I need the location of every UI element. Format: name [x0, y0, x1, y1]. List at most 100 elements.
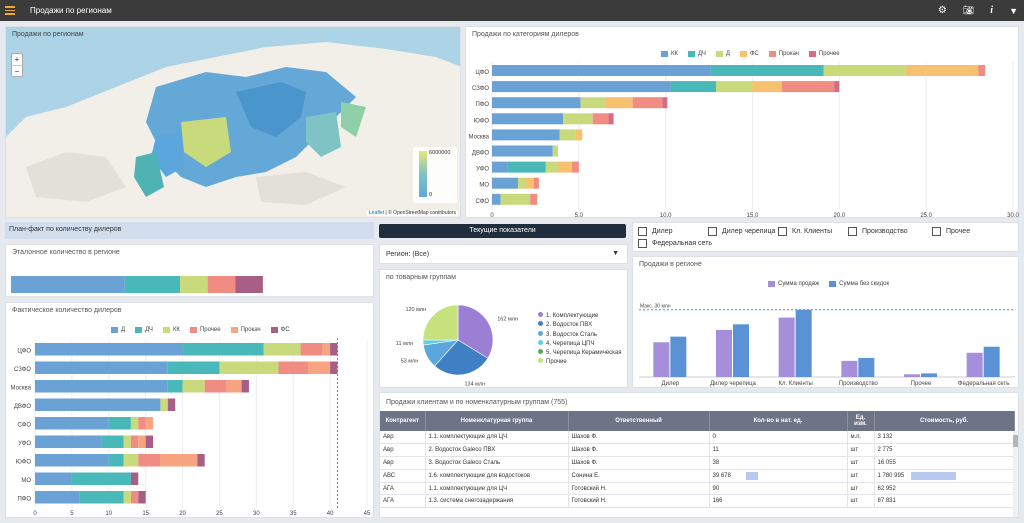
bar-segment[interactable]: [35, 398, 161, 412]
bar-segment[interactable]: [278, 361, 308, 375]
bar-segment[interactable]: [167, 398, 176, 412]
bar[interactable]: [921, 373, 937, 377]
bar-segment[interactable]: [35, 361, 168, 375]
bar[interactable]: [716, 329, 732, 377]
bar-segment[interactable]: [559, 129, 576, 141]
column-header[interactable]: Стоимость, руб.: [874, 411, 1015, 431]
bar-segment[interactable]: [130, 417, 139, 430]
checkbox-box[interactable]: [638, 239, 647, 248]
bar-segment[interactable]: [167, 380, 183, 393]
bar-segment[interactable]: [492, 65, 711, 76]
checkbox-box[interactable]: [848, 227, 857, 236]
bar-segment[interactable]: [552, 145, 558, 157]
bar-segment[interactable]: [330, 361, 338, 375]
bar[interactable]: [795, 309, 812, 377]
gear-icon[interactable]: ⚙: [937, 5, 947, 16]
bar-segment[interactable]: [670, 81, 717, 93]
filter-checkbox[interactable]: Прочее: [932, 227, 992, 236]
bar-segment[interactable]: [108, 417, 131, 430]
bar-segment[interactable]: [123, 491, 131, 504]
bar-segment[interactable]: [608, 113, 614, 125]
pie-legend-item[interactable]: 2. Водосток ПВХ: [538, 321, 622, 330]
column-header[interactable]: Контрагент: [380, 411, 426, 431]
etalon-segment[interactable]: [207, 276, 236, 293]
bar-segment[interactable]: [35, 435, 102, 449]
bar-segment[interactable]: [35, 343, 183, 356]
bar-segment[interactable]: [492, 129, 560, 141]
table-scrollbar[interactable]: [1013, 431, 1018, 517]
bar-segment[interactable]: [204, 380, 227, 393]
region-select[interactable]: Регион: (Все) ▼: [379, 244, 628, 264]
pie-legend-item[interactable]: Прочие: [538, 358, 622, 367]
bar-segment[interactable]: [823, 65, 906, 76]
bar-segment[interactable]: [35, 472, 72, 486]
pie-legend-item[interactable]: 3. Водосток Сталь: [538, 330, 622, 340]
bar-segment[interactable]: [160, 398, 168, 412]
bar-segment[interactable]: [580, 97, 605, 109]
zoom-out-button[interactable]: −: [14, 67, 20, 76]
hamburger-menu-icon[interactable]: [0, 0, 20, 21]
table-row[interactable]: АГА 1.1. комплектующие для ЦЧ Готовский Н.…: [380, 482, 1015, 496]
bar-segment[interactable]: [492, 161, 508, 173]
bar-segment[interactable]: [330, 343, 338, 356]
bar[interactable]: [653, 342, 670, 377]
bar-segment[interactable]: [834, 81, 840, 93]
etalon-segment[interactable]: [11, 276, 125, 293]
etalon-segment[interactable]: [124, 276, 180, 293]
bar-segment[interactable]: [492, 193, 501, 205]
checkbox-box[interactable]: [778, 227, 787, 236]
etalon-segment[interactable]: [235, 276, 263, 293]
legend-item[interactable]: КК: [162, 327, 180, 333]
bar-segment[interactable]: [530, 193, 538, 205]
bar-segment[interactable]: [518, 177, 525, 189]
filter-icon[interactable]: ▼: [1009, 5, 1018, 16]
bar-segment[interactable]: [575, 129, 583, 141]
column-header[interactable]: Номенклатурная группа: [425, 411, 569, 431]
bar-segment[interactable]: [592, 113, 609, 125]
bar[interactable]: [733, 324, 749, 377]
bar-segment[interactable]: [524, 177, 534, 189]
bar-segment[interactable]: [219, 361, 279, 375]
bar-segment[interactable]: [507, 161, 546, 173]
bar-segment[interactable]: [138, 435, 146, 449]
filter-checkbox[interactable]: Производство: [848, 227, 932, 236]
checkbox-box[interactable]: [932, 227, 941, 236]
bar-segment[interactable]: [35, 380, 168, 393]
bar-segment[interactable]: [662, 97, 668, 109]
bar[interactable]: [778, 317, 795, 377]
bar-segment[interactable]: [108, 454, 124, 467]
bar-segment[interactable]: [905, 65, 979, 76]
bar-segment[interactable]: [241, 380, 249, 393]
info-icon[interactable]: i: [990, 5, 994, 16]
bar-segment[interactable]: [716, 81, 753, 93]
bar-segment[interactable]: [35, 417, 109, 430]
bar-segment[interactable]: [533, 177, 539, 189]
bar-segment[interactable]: [130, 435, 139, 449]
column-header[interactable]: Ответственный: [568, 411, 710, 431]
table-row[interactable]: Авр 1.1. комплектующие для ЦЧ Шахов Ф. 0 м.п…: [380, 431, 1015, 445]
bar-segment[interactable]: [307, 361, 331, 375]
legend-item[interactable]: ФС: [739, 51, 759, 57]
legend-item[interactable]: Д: [715, 51, 730, 57]
legend-item[interactable]: Сумма без скидок: [829, 281, 889, 287]
table-row[interactable]: Авр 2. Водосток Galeco ПВХ Шахов Ф. 11 шт 2 7…: [380, 443, 1015, 458]
bar-segment[interactable]: [101, 435, 124, 449]
bar-segment[interactable]: [752, 81, 783, 93]
bar-segment[interactable]: [182, 343, 264, 356]
legend-item[interactable]: Прочее: [189, 327, 221, 333]
filter-checkbox[interactable]: Дилер черепица: [708, 227, 778, 236]
camera-icon[interactable]: 📷︎: [962, 5, 975, 15]
bar-segment[interactable]: [35, 454, 109, 467]
bar[interactable]: [841, 360, 858, 377]
bar-segment[interactable]: [571, 161, 579, 173]
pie-slice[interactable]: [434, 339, 489, 376]
table-row[interactable]: АВС 1.6. комплектующие для водостоков Сони…: [380, 469, 1015, 483]
bar-segment[interactable]: [130, 491, 139, 504]
legend-item[interactable]: ДЧ: [688, 51, 706, 57]
etalon-segment[interactable]: [180, 276, 208, 293]
bar-segment[interactable]: [492, 81, 671, 93]
zoom-in-button[interactable]: +: [12, 54, 22, 66]
bar-segment[interactable]: [710, 65, 824, 76]
bar-segment[interactable]: [145, 417, 154, 430]
bar-segment[interactable]: [35, 491, 80, 504]
